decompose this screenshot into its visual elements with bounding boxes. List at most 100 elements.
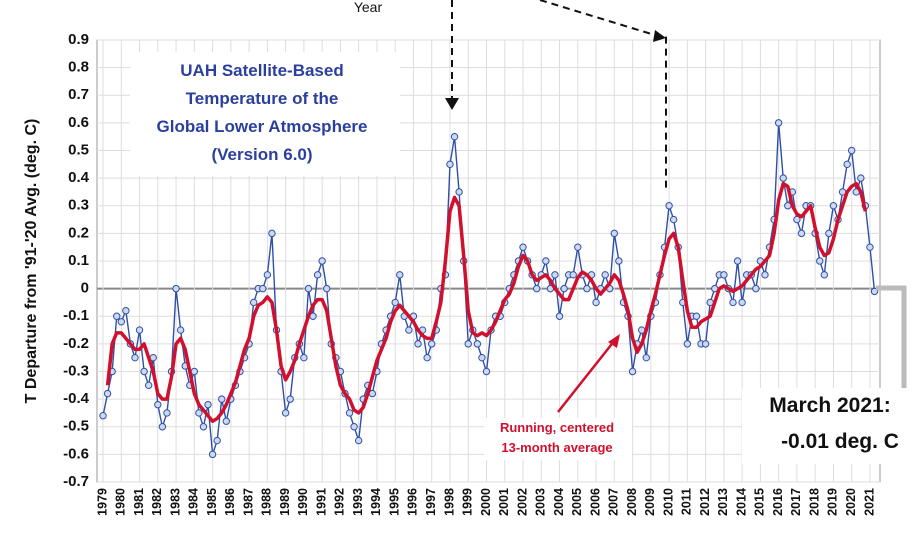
- x-tick-label: 2000: [479, 488, 493, 516]
- x-tick-label: 2004: [552, 488, 566, 516]
- x-tick-label: 2011: [680, 488, 694, 515]
- data-point: [455, 188, 463, 196]
- data-point: [213, 436, 221, 445]
- data-point: [99, 412, 107, 420]
- x-tick-label: 1986: [223, 488, 237, 516]
- data-point: [117, 318, 125, 326]
- y-tick-label: 0.2: [68, 224, 89, 241]
- data-point: [669, 215, 678, 224]
- data-point: [304, 284, 313, 293]
- x-tick-label: 1994: [369, 488, 383, 516]
- data-point: [263, 271, 272, 279]
- x-tick-label: 2010: [661, 488, 675, 516]
- data-point: [478, 353, 486, 362]
- data-point: [154, 400, 162, 409]
- data-point: [793, 215, 801, 224]
- data-point: [820, 271, 829, 279]
- arrow: [557, 339, 616, 413]
- x-tick-label: 2018: [807, 488, 821, 516]
- data-point: [574, 243, 582, 251]
- arrow-head: [608, 334, 620, 348]
- title: UAH Satellite-Based Temperature of the G…: [157, 61, 368, 164]
- annotation: March 2021:: [769, 394, 890, 417]
- x-tick-label: 2012: [698, 488, 712, 516]
- data-point: [222, 417, 230, 425]
- x-tick-label: 1979: [95, 488, 109, 516]
- y-tick-label: 0.7: [68, 86, 89, 103]
- data-point: [144, 381, 153, 390]
- x-tick-label: 2013: [716, 488, 730, 516]
- y-tick-label: -0.7: [63, 473, 89, 490]
- annotation: -0.01 deg. C: [781, 430, 899, 453]
- x-tick-label: 1983: [168, 488, 182, 516]
- x-tick-label: 2021: [862, 488, 876, 516]
- annotation-box: [484, 418, 632, 460]
- x-tick-label: 2014: [734, 488, 748, 516]
- title-line: Temperature of the: [186, 89, 339, 108]
- data-point: [720, 271, 728, 279]
- x-tick-label: 2015: [753, 488, 767, 516]
- x-tick-label: 1998: [442, 488, 456, 516]
- data-point: [176, 326, 185, 334]
- data-point: [131, 353, 139, 362]
- x-tick-label: 2005: [570, 488, 584, 516]
- x-tick-label: 2006: [588, 488, 602, 516]
- arrow: [539, 0, 667, 190]
- y-tick-label: -0.5: [63, 418, 89, 435]
- data-point: [866, 243, 874, 251]
- data-point: [423, 353, 431, 362]
- data-point: [249, 298, 258, 307]
- data-point: [300, 353, 308, 362]
- data-point: [318, 257, 326, 265]
- data-point: [204, 400, 212, 409]
- y-tick-label: -0.6: [63, 445, 89, 462]
- data-point: [163, 409, 171, 417]
- data-point: [733, 257, 742, 265]
- x-tick-label: 1991: [314, 488, 328, 516]
- x-tick-label: 1995: [387, 488, 401, 516]
- arrow-head: [653, 30, 666, 42]
- data-point: [701, 340, 710, 348]
- data-point: [414, 340, 422, 348]
- data-point: [464, 340, 472, 348]
- data-point: [642, 353, 650, 362]
- data-point: [569, 271, 577, 279]
- data-point: [428, 340, 436, 348]
- y-tick-label: 0.1: [68, 252, 89, 269]
- x-tick-label: 1990: [296, 488, 310, 516]
- data-point: [218, 395, 226, 403]
- x-tick-label: 1993: [351, 488, 365, 516]
- data-point: [354, 436, 363, 445]
- data-point: [779, 174, 787, 182]
- data-point: [450, 132, 459, 141]
- x-tick-label: 1988: [260, 488, 274, 516]
- data-point: [405, 326, 413, 334]
- data-point: [113, 312, 121, 320]
- data-point: [313, 271, 322, 279]
- data-point: [199, 423, 208, 431]
- data-point: [843, 160, 851, 169]
- data-point: [683, 340, 692, 348]
- x-tick-label: 2019: [826, 488, 840, 516]
- data-point: [729, 298, 737, 307]
- data-point: [857, 174, 865, 182]
- data-point: [323, 284, 331, 293]
- data-point: [208, 450, 217, 459]
- x-tick-label: 1992: [333, 488, 347, 516]
- data-point: [665, 202, 673, 210]
- data-point: [103, 389, 112, 398]
- x-tick-label: 1980: [114, 488, 128, 516]
- y-tick-label: 0.9: [68, 31, 89, 48]
- y-tick-label: 0: [81, 280, 89, 297]
- y-tick-label: -0.4: [63, 390, 90, 407]
- x-tick-label: 1982: [150, 488, 164, 516]
- data-point: [825, 229, 833, 238]
- callout-bracket: [876, 285, 907, 388]
- y-tick-label: 0.6: [68, 114, 89, 131]
- y-tick-label: 0.8: [68, 59, 89, 76]
- annotation-box: [742, 388, 914, 464]
- data-point: [628, 367, 637, 376]
- y-tick-label: 0.4: [68, 169, 90, 186]
- data-point: [195, 409, 203, 417]
